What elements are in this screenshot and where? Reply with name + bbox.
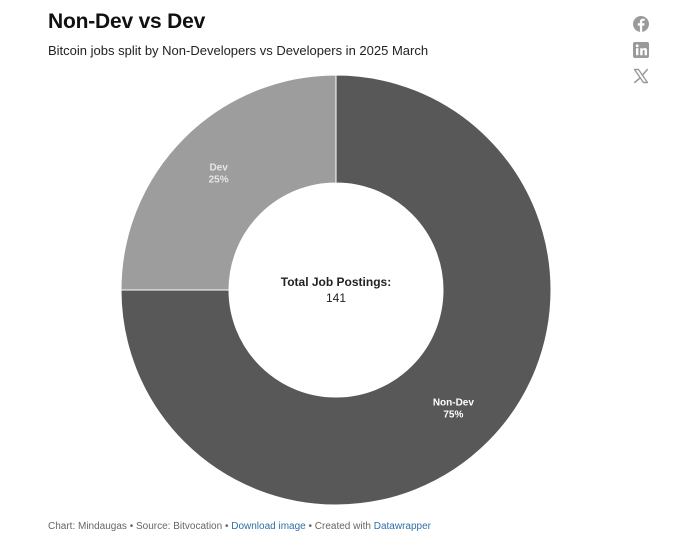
- facebook-icon[interactable]: [632, 15, 650, 33]
- slice-dev: [120, 74, 337, 291]
- slice-value-dev: 25%: [209, 175, 229, 186]
- slice-value-non-dev: 75%: [443, 409, 463, 420]
- footer-separator: •: [222, 521, 232, 532]
- x-icon[interactable]: [632, 67, 650, 85]
- chart-credit: Chart: Mindaugas: [48, 521, 127, 532]
- chart-footer: Chart: Mindaugas • Source: Bitvocation •…: [48, 521, 431, 532]
- center-label: Total Job Postings:: [281, 275, 391, 289]
- slice-label-non-dev: Non-Dev: [433, 397, 475, 408]
- slice-label-dev: Dev: [209, 163, 228, 174]
- footer-separator: •: [305, 521, 315, 532]
- center-value: 141: [326, 291, 346, 305]
- chart-title: Non-Dev vs Dev: [48, 10, 206, 33]
- chart-source: Source: Bitvocation: [136, 521, 223, 532]
- datawrapper-link[interactable]: Datawrapper: [373, 521, 431, 532]
- linkedin-icon[interactable]: [632, 41, 650, 59]
- download-image-link[interactable]: Download image: [231, 521, 306, 532]
- slice-non-dev: [120, 74, 552, 506]
- created-with-text: Created with: [314, 521, 374, 532]
- footer-separator: •: [126, 521, 136, 532]
- chart-subtitle: Bitcoin jobs split by Non-Developers vs …: [48, 43, 429, 58]
